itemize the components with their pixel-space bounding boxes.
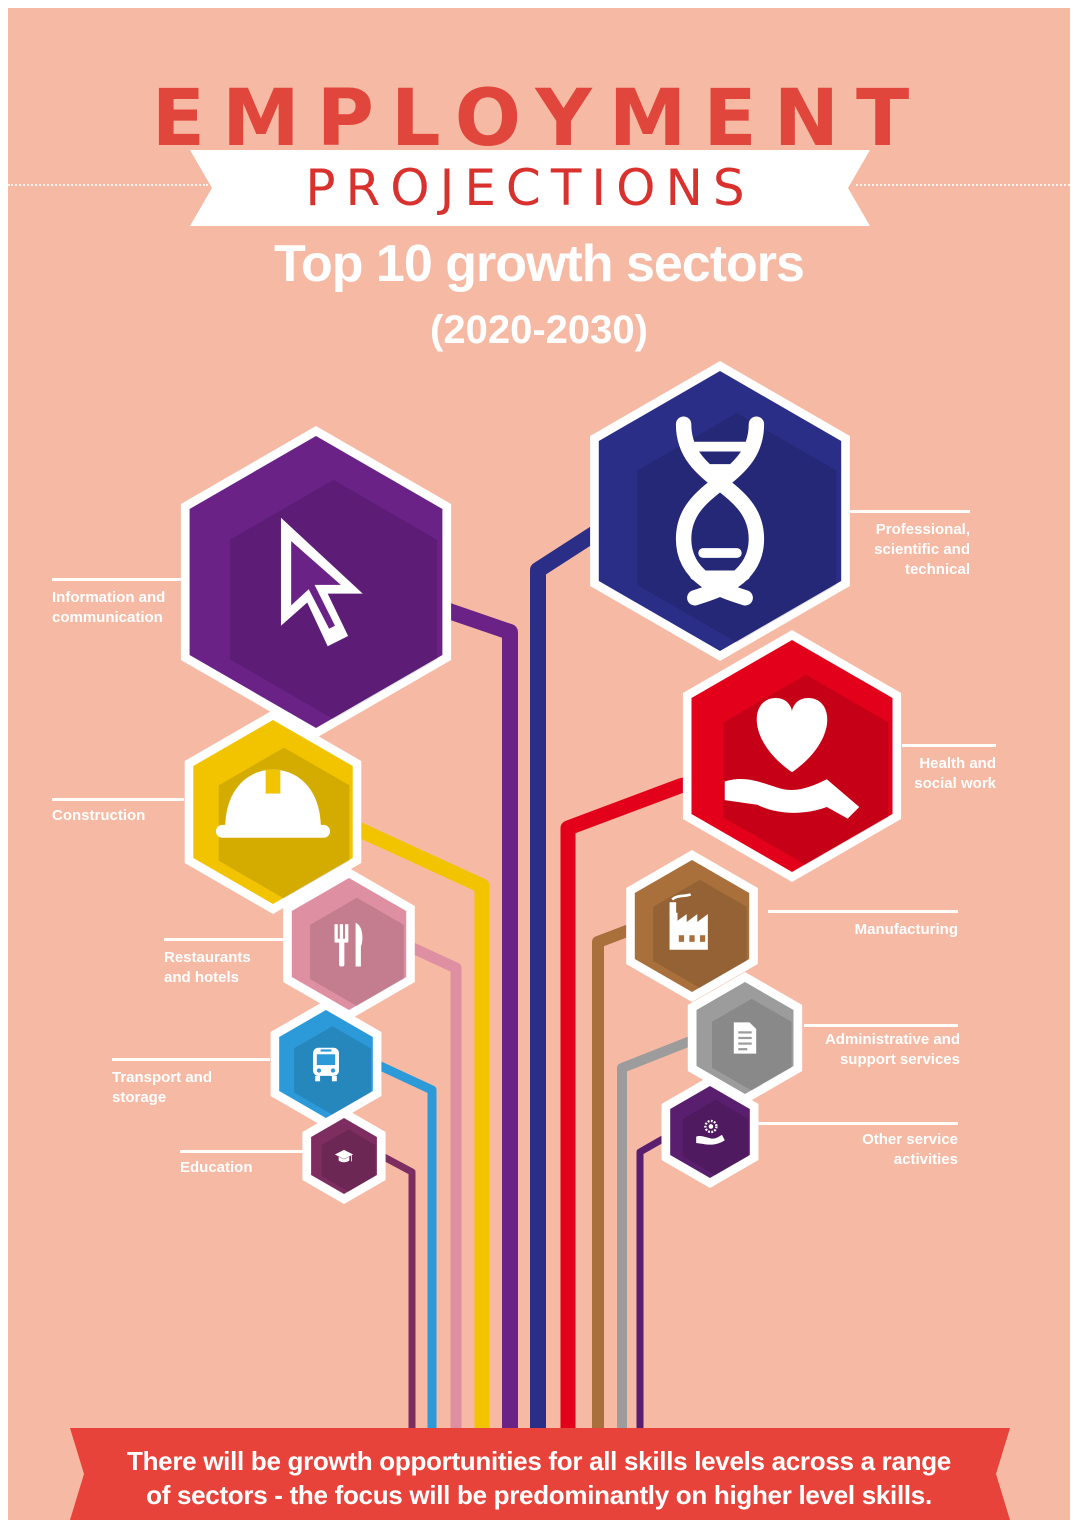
subtitle-years: (2020-2030): [430, 308, 648, 352]
sector-label-education: Education: [180, 1159, 253, 1176]
dotted-rule-left: [8, 184, 208, 186]
label-line-health: [902, 744, 996, 747]
bus-icon: [313, 1047, 339, 1082]
fork-knife-icon: [334, 922, 363, 967]
sector-hex-manufacturing: [626, 850, 758, 1002]
sector-hex-construction: [184, 710, 362, 914]
sector-label-professional: Professional, scientific and technical: [874, 521, 970, 578]
label-line-administrative: [804, 1024, 958, 1027]
cursor-icon: [280, 517, 363, 647]
sector-label-administrative: Administrative and support services: [824, 1031, 960, 1068]
title-employment: EMPLOYMENT: [151, 74, 927, 164]
sector-label-construction: Construction: [52, 807, 146, 824]
title-ribbon: [190, 150, 870, 226]
label-line-professional: [844, 510, 970, 513]
footer-line-1: There will be growth opportunities for a…: [127, 1446, 951, 1476]
sector-label-other: Other service activities: [862, 1131, 958, 1168]
sector-hex-administrative: [687, 972, 803, 1104]
title-projections: PROJECTIONS: [305, 159, 755, 217]
stem-manufacturing: [592, 920, 692, 1428]
subtitle: Top 10 growth sectors: [274, 235, 805, 293]
sector-label-restaurants: Restaurants and hotels: [164, 949, 251, 986]
label-line-manufacturing: [768, 910, 958, 913]
sector-tree-graphic: [70, 361, 1010, 1520]
sector-hex-health: [682, 630, 902, 882]
infographic-poster: EMPLOYMENT PROJECTIONS Top 10 growth sec…: [8, 8, 1070, 1520]
hard-hat-icon: [215, 769, 331, 838]
footer-line-2: of sectors - the focus will be predomina…: [146, 1480, 932, 1510]
label-line-construction: [52, 798, 184, 801]
label-line-other: [756, 1122, 958, 1125]
sector-hex-transport: [270, 1000, 382, 1128]
sector-hex-restaurants: [283, 868, 415, 1020]
sector-label-health: Health and social work: [914, 755, 996, 792]
sector-hex-education: [302, 1108, 386, 1204]
footer-banner: [70, 1428, 1010, 1520]
label-line-restaurants: [164, 938, 290, 941]
sector-label-transport: Transport and storage: [112, 1069, 213, 1106]
sector-label-information: Information and communication: [52, 589, 166, 626]
graduation-cap-icon: [334, 1149, 354, 1163]
heart-in-hand-icon: [724, 698, 860, 819]
footer-message: There will be growth opportunities for a…: [68, 1444, 1010, 1512]
label-line-information: [52, 578, 182, 581]
label-line-education: [180, 1150, 304, 1153]
gear-in-hand-icon: [696, 1119, 725, 1145]
sector-hex-other: [661, 1076, 759, 1188]
label-line-transport: [112, 1058, 270, 1061]
sector-hex-information: [180, 426, 452, 738]
dna-icon: [675, 416, 765, 606]
dotted-rule-right: [856, 184, 1070, 186]
sector-hex-professional: [590, 361, 850, 661]
factory-icon: [669, 893, 708, 950]
document-icon: [733, 1022, 757, 1054]
sector-label-manufacturing: Manufacturing: [854, 921, 958, 938]
